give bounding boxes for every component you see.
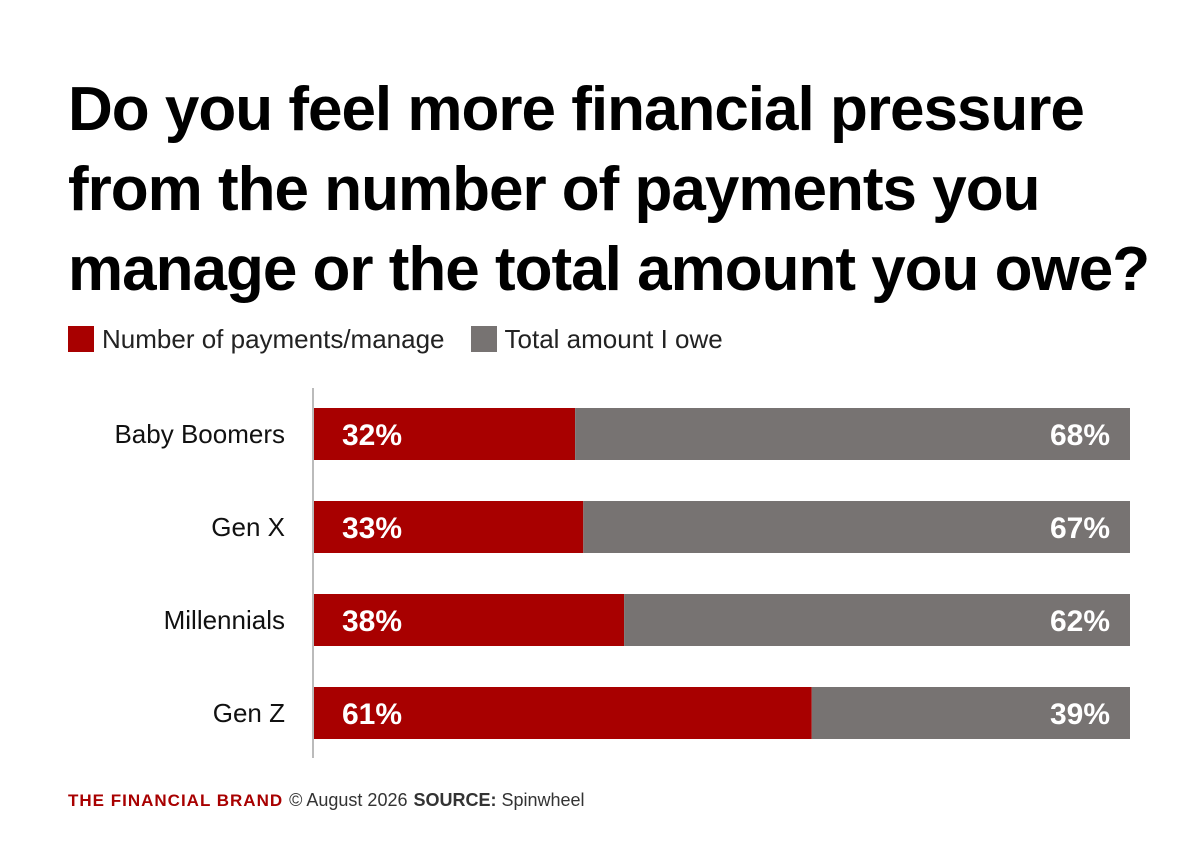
legend-item-payments: Number of payments/manage bbox=[68, 324, 445, 355]
bar-millennials-series-0 bbox=[314, 594, 625, 646]
stacked-bar-chart: Baby Boomers 32% 68% Gen X 33% 67% Millennials… bbox=[114, 388, 1130, 758]
footer-brand: THE FINANCIAL BRAND bbox=[68, 790, 284, 810]
data-label-millennials-series-0: 38% bbox=[342, 605, 402, 638]
bar-baby-boomers-series-0 bbox=[314, 408, 576, 460]
footer: THE FINANCIAL BRAND © August 2026 SOURCE: S… bbox=[68, 790, 585, 811]
data-label-gen-x-series-0: 33% bbox=[342, 512, 402, 545]
legend-swatch-payments bbox=[68, 326, 94, 352]
data-label-gen-x-series-1: 67% bbox=[1050, 512, 1110, 545]
footer-date: © August 2026 bbox=[289, 790, 408, 810]
category-label-baby-boomers: Baby Boomers bbox=[114, 419, 285, 449]
data-label-gen-z-series-0: 61% bbox=[342, 698, 402, 731]
legend-label-total: Total amount I owe bbox=[504, 323, 723, 354]
chart-title: Do you feel more financial pressure from… bbox=[68, 75, 1150, 304]
bar-gen-x-series-1 bbox=[583, 501, 1130, 553]
legend: Number of payments/manage Total amount I… bbox=[68, 322, 749, 356]
bar-baby-boomers-series-1 bbox=[575, 408, 1130, 460]
data-label-gen-z-series-1: 39% bbox=[1050, 698, 1110, 731]
legend-label-payments: Number of payments/manage bbox=[102, 323, 445, 354]
bar-gen-z-series-0 bbox=[314, 687, 812, 739]
category-label-millennials: Millennials bbox=[164, 605, 285, 635]
category-label-gen-z: Gen Z bbox=[213, 698, 285, 728]
bar-millennials-series-1 bbox=[624, 594, 1130, 646]
legend-item-total: Total amount I owe bbox=[470, 323, 723, 355]
data-label-baby-boomers-series-1: 68% bbox=[1050, 419, 1110, 452]
footer-source-label: SOURCE: bbox=[413, 790, 497, 810]
data-label-millennials-series-1: 62% bbox=[1050, 605, 1110, 638]
footer-source: Spinwheel bbox=[501, 790, 585, 810]
bar-gen-z-series-1 bbox=[811, 687, 1130, 739]
data-label-baby-boomers-series-0: 32% bbox=[342, 419, 402, 452]
legend-swatch-total bbox=[470, 326, 497, 352]
bar-gen-x-series-0 bbox=[314, 501, 584, 553]
category-label-gen-x: Gen X bbox=[211, 512, 285, 542]
